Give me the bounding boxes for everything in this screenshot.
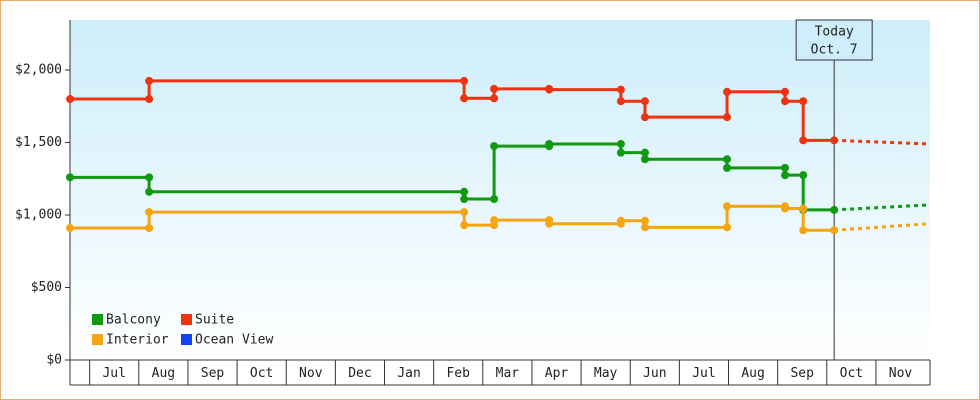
x-tick-label: Nov bbox=[299, 366, 323, 381]
price-point bbox=[781, 204, 790, 213]
price-point bbox=[640, 97, 649, 106]
price-point bbox=[545, 139, 554, 148]
price-point bbox=[723, 87, 732, 96]
x-tick-label: May bbox=[594, 366, 618, 381]
price-point bbox=[781, 97, 790, 106]
y-tick-label: $1,000 bbox=[15, 208, 62, 223]
x-tick-label: Mar bbox=[496, 366, 520, 381]
price-point bbox=[799, 204, 808, 213]
price-point bbox=[781, 87, 790, 96]
price-point bbox=[460, 221, 469, 230]
x-tick-label: Aug bbox=[741, 366, 764, 381]
price-point bbox=[145, 95, 154, 104]
legend-swatch bbox=[92, 314, 103, 325]
price-point bbox=[640, 216, 649, 225]
legend-label: Balcony bbox=[106, 313, 161, 328]
price-point bbox=[723, 223, 732, 232]
price-point bbox=[460, 187, 469, 196]
price-point bbox=[723, 163, 732, 172]
today-label: Today bbox=[815, 25, 854, 40]
x-tick-label: Sep bbox=[790, 366, 814, 381]
price-point bbox=[781, 171, 790, 180]
price-point bbox=[145, 208, 154, 217]
legend-swatch bbox=[181, 314, 192, 325]
price-point bbox=[460, 76, 469, 85]
price-point bbox=[830, 136, 839, 145]
x-tick-label: Oct bbox=[250, 366, 273, 381]
legend-label: Suite bbox=[195, 313, 234, 328]
price-point bbox=[723, 113, 732, 122]
y-tick-label: $1,500 bbox=[15, 135, 62, 150]
price-point bbox=[490, 142, 499, 151]
price-point bbox=[799, 171, 808, 180]
price-point bbox=[723, 202, 732, 211]
today-date: Oct. 7 bbox=[811, 43, 858, 58]
price-point bbox=[66, 224, 74, 233]
x-tick-label: Nov bbox=[889, 366, 913, 381]
price-point bbox=[723, 155, 732, 164]
price-point bbox=[640, 155, 649, 164]
price-point bbox=[490, 94, 499, 103]
y-tick-label: $2,000 bbox=[15, 63, 62, 78]
plot-area bbox=[70, 20, 930, 360]
price-point bbox=[640, 223, 649, 232]
x-tick-label: Jul bbox=[102, 366, 125, 381]
legend-label: Interior bbox=[106, 333, 169, 348]
price-point bbox=[640, 113, 649, 122]
price-point bbox=[545, 85, 554, 94]
price-point bbox=[616, 216, 625, 225]
price-point bbox=[830, 205, 839, 214]
price-point bbox=[490, 84, 499, 93]
x-tick-label: Oct bbox=[840, 366, 863, 381]
x-tick-label: Jul bbox=[692, 366, 715, 381]
legend-label: Ocean View bbox=[195, 333, 273, 348]
price-point bbox=[460, 208, 469, 217]
price-point bbox=[145, 224, 154, 233]
x-tick-label: Dec bbox=[348, 366, 371, 381]
price-point bbox=[799, 97, 808, 106]
today-box bbox=[795, 19, 873, 61]
price-point bbox=[145, 187, 154, 196]
x-tick-label: Feb bbox=[446, 366, 470, 381]
y-tick-label: $500 bbox=[31, 280, 62, 295]
price-point bbox=[490, 216, 499, 225]
y-tick-label: $0 bbox=[46, 353, 62, 368]
legend-swatch bbox=[181, 334, 192, 345]
price-point bbox=[460, 94, 469, 103]
price-point bbox=[460, 195, 469, 204]
price-point bbox=[616, 97, 625, 106]
forecast-line bbox=[834, 222, 931, 232]
x-tick-label: Sep bbox=[201, 366, 225, 381]
x-tick-label: Apr bbox=[545, 366, 569, 381]
price-point bbox=[616, 139, 625, 148]
price-point bbox=[616, 85, 625, 94]
x-tick-label: Jun bbox=[643, 366, 666, 381]
price-point bbox=[66, 95, 74, 104]
price-point bbox=[640, 148, 649, 157]
price-point bbox=[799, 226, 808, 235]
price-point bbox=[799, 136, 808, 145]
price-point bbox=[66, 173, 74, 182]
price-point bbox=[145, 76, 154, 85]
price-point bbox=[781, 163, 790, 172]
legend-swatch bbox=[92, 334, 103, 345]
price-point bbox=[145, 173, 154, 182]
price-point bbox=[830, 226, 839, 235]
price-point bbox=[490, 195, 499, 204]
price-point bbox=[616, 148, 625, 157]
x-tick-label: Aug bbox=[152, 366, 175, 381]
price-point bbox=[545, 219, 554, 228]
x-tick-label: Jan bbox=[397, 366, 420, 381]
